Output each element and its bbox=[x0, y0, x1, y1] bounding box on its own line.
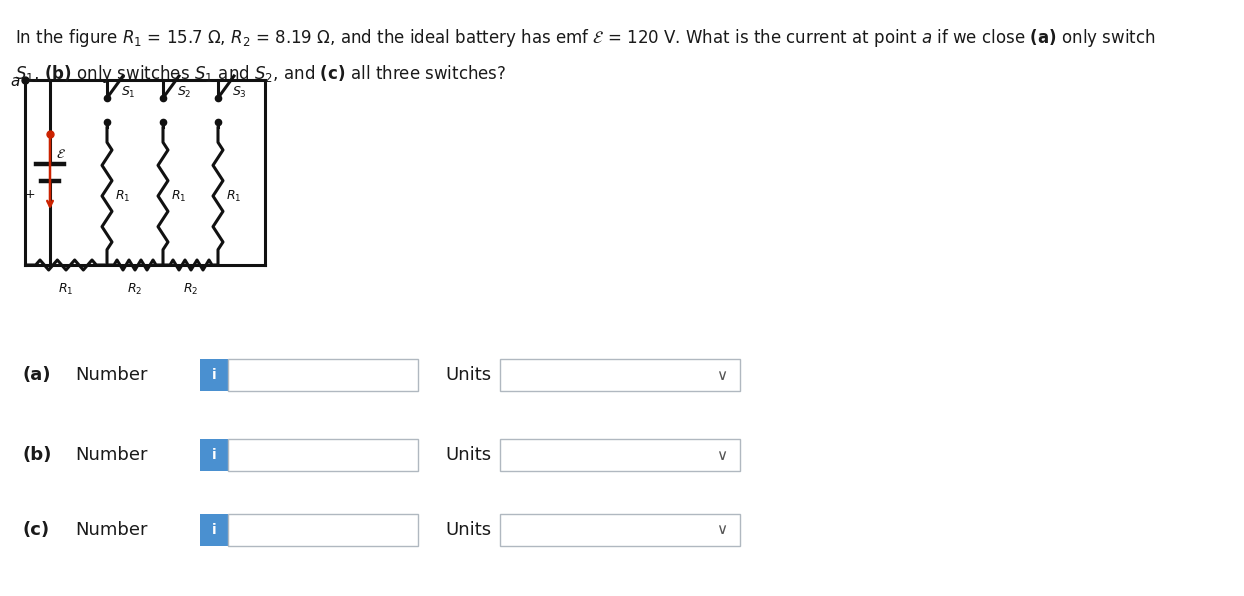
Text: $S_3$: $S_3$ bbox=[231, 85, 246, 100]
Text: $\mathcal{E}$: $\mathcal{E}$ bbox=[56, 147, 66, 160]
Text: Number: Number bbox=[75, 521, 148, 539]
Text: ∨: ∨ bbox=[717, 368, 728, 383]
Text: i: i bbox=[211, 523, 216, 537]
Text: (c): (c) bbox=[22, 521, 49, 539]
FancyBboxPatch shape bbox=[228, 514, 418, 546]
Text: +: + bbox=[25, 188, 35, 200]
Text: $a$: $a$ bbox=[10, 75, 20, 89]
FancyBboxPatch shape bbox=[500, 514, 740, 546]
FancyBboxPatch shape bbox=[200, 359, 228, 391]
Text: Units: Units bbox=[445, 446, 491, 464]
Text: i: i bbox=[211, 368, 216, 382]
Text: $S_1$, $\mathbf{(b)}$ only switches $S_1$ and $S_2$, and $\mathbf{(c)}$ all thre: $S_1$, $\mathbf{(b)}$ only switches $S_1… bbox=[15, 63, 506, 85]
Text: ∨: ∨ bbox=[717, 523, 728, 538]
FancyBboxPatch shape bbox=[500, 439, 740, 471]
Text: Units: Units bbox=[445, 521, 491, 539]
FancyBboxPatch shape bbox=[500, 359, 740, 391]
Text: $R_2$: $R_2$ bbox=[127, 282, 143, 297]
Text: ∨: ∨ bbox=[717, 448, 728, 462]
Text: $S_1$: $S_1$ bbox=[121, 85, 136, 100]
Text: $R_1$: $R_1$ bbox=[58, 282, 73, 297]
Text: (a): (a) bbox=[22, 366, 51, 384]
Text: Units: Units bbox=[445, 366, 491, 384]
Text: (b): (b) bbox=[22, 446, 51, 464]
FancyBboxPatch shape bbox=[200, 514, 228, 546]
Text: $R_1$: $R_1$ bbox=[226, 188, 241, 204]
Text: $S_2$: $S_2$ bbox=[177, 85, 192, 100]
Text: i: i bbox=[211, 448, 216, 462]
Text: Number: Number bbox=[75, 366, 148, 384]
FancyBboxPatch shape bbox=[228, 359, 418, 391]
Text: $R_2$: $R_2$ bbox=[183, 282, 198, 297]
Text: $R_1$: $R_1$ bbox=[114, 188, 131, 204]
Text: $R_1$: $R_1$ bbox=[170, 188, 187, 204]
FancyBboxPatch shape bbox=[228, 439, 418, 471]
Text: Number: Number bbox=[75, 446, 148, 464]
FancyBboxPatch shape bbox=[200, 439, 228, 471]
Text: In the figure $R_1$ = 15.7 $\Omega$, $R_2$ = 8.19 $\Omega$, and the ideal batter: In the figure $R_1$ = 15.7 $\Omega$, $R_… bbox=[15, 27, 1156, 49]
